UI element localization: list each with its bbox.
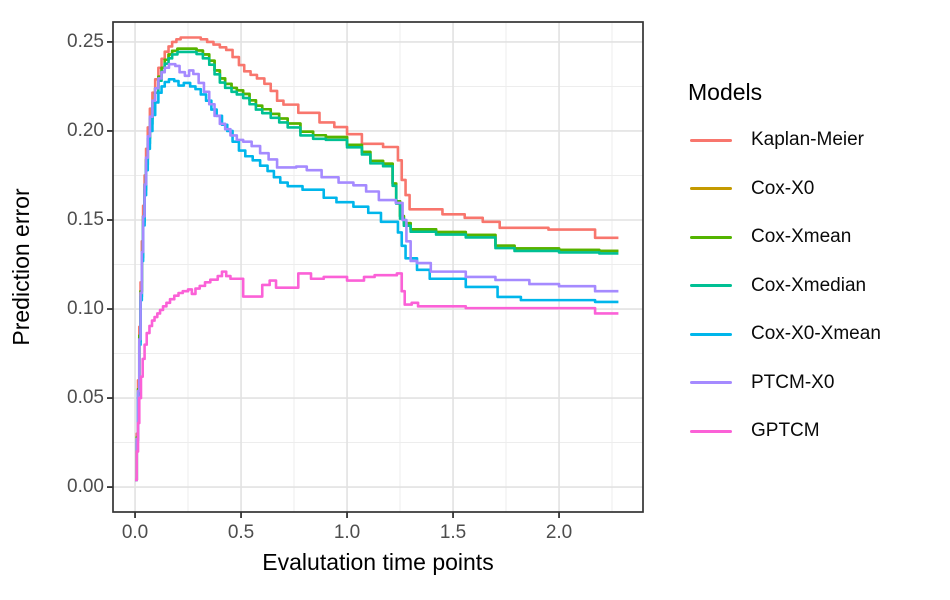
legend: Models Kaplan-Meier Cox-X0 Cox-Xmean Cox-Xm… — [688, 78, 881, 441]
x-tick-label: 2.0 — [545, 522, 573, 543]
y-tick-label: 0.00 — [67, 476, 104, 498]
legend-swatch-line-icon — [690, 187, 732, 191]
legend-label: Cox-X0-Xmean — [751, 323, 881, 345]
legend-swatch-line-icon — [690, 381, 732, 385]
legend-label: Cox-X0 — [751, 177, 815, 199]
legend-entry: Kaplan-Meier — [688, 116, 881, 165]
series-line-gptcm — [135, 270, 619, 482]
legend-swatch-line-icon — [690, 235, 732, 239]
legend-label: GPTCM — [751, 420, 820, 442]
legend-swatch-line-icon — [690, 284, 732, 288]
legend-label: PTCM-X0 — [751, 371, 835, 393]
x-tick-label: 1.0 — [333, 522, 361, 543]
legend-entry: Cox-Xmean — [688, 213, 881, 262]
legend-entry: Cox-X0-Xmean — [688, 310, 881, 359]
legend-swatch-line-icon — [690, 429, 732, 433]
y-tick-label: 0.25 — [67, 30, 104, 52]
x-tick-label: 1.5 — [439, 522, 467, 543]
y-tick-label: 0.15 — [67, 208, 104, 230]
x-tick-label: 0.0 — [121, 522, 149, 543]
legend-swatch-line-icon — [690, 332, 732, 336]
legend-label: Kaplan-Meier — [751, 129, 864, 151]
panel-border — [112, 21, 644, 513]
legend-entries: Kaplan-Meier Cox-X0 Cox-Xmean Cox-Xmedian Co… — [688, 116, 881, 456]
legend-label: Cox-Xmedian — [751, 274, 867, 296]
legend-label: Cox-Xmean — [751, 226, 852, 248]
legend-title: Models — [688, 79, 763, 105]
legend-entry: Cox-X0 — [688, 165, 881, 214]
legend-swatch-line-icon — [690, 138, 732, 142]
x-tick-label: 0.5 — [227, 522, 255, 543]
legend-entry: Cox-Xmedian — [688, 262, 881, 311]
x-axis-title: Evalutation time points — [262, 549, 494, 575]
y-axis-title: Prediction error — [8, 188, 34, 346]
panel-background — [113, 22, 643, 512]
y-tick-label: 0.05 — [67, 387, 104, 409]
series-line-cox-x0-xmean — [135, 78, 619, 482]
legend-entry: GPTCM — [688, 407, 881, 456]
y-tick-label: 0.20 — [67, 119, 104, 141]
series-line-ptcm-x0 — [135, 62, 619, 482]
legend-entry: PTCM-X0 — [688, 359, 881, 408]
y-tick-label: 0.10 — [67, 298, 104, 320]
